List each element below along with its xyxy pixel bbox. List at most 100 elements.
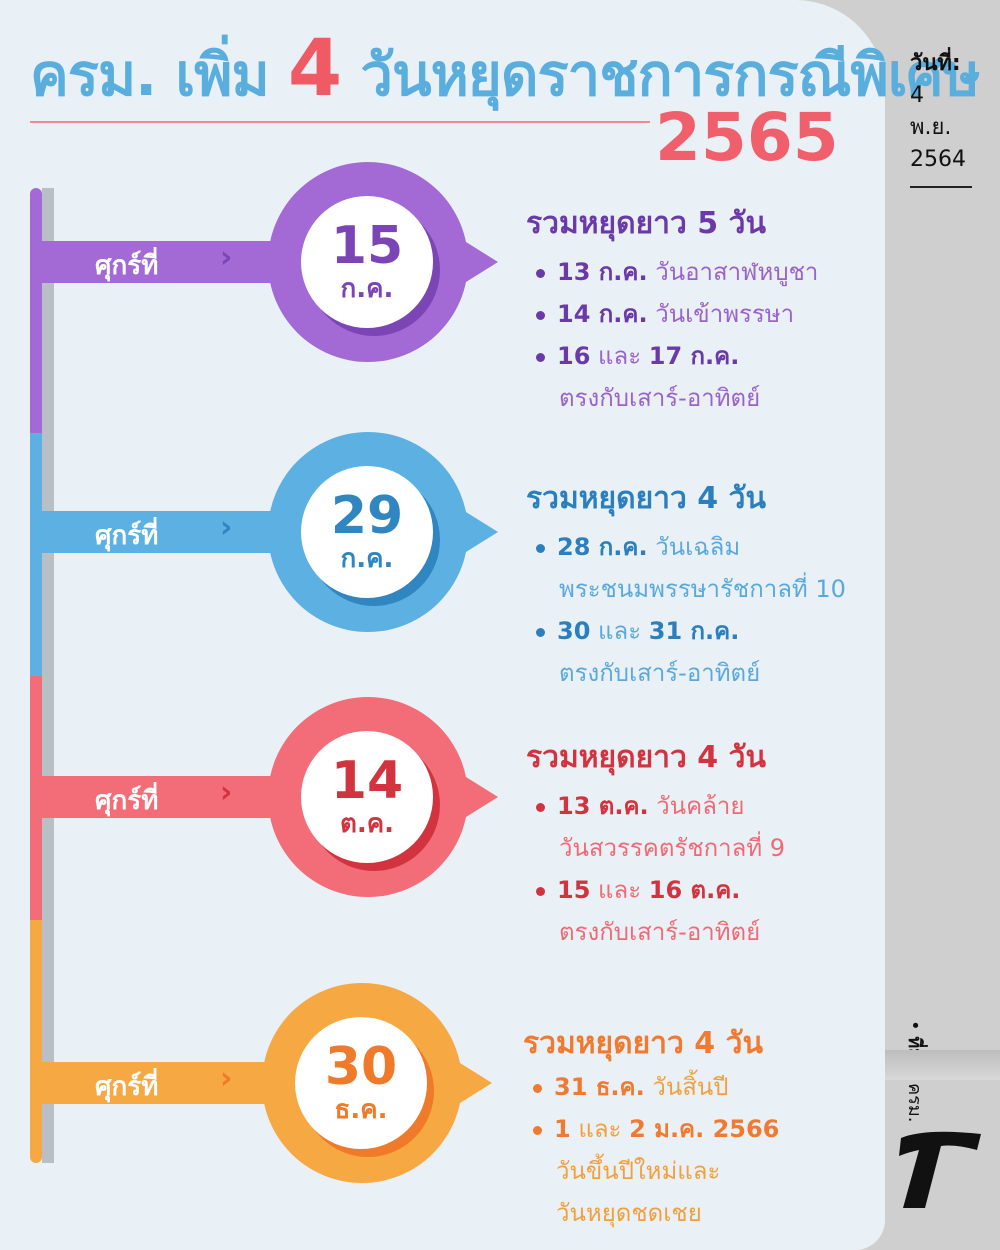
- bullet-icon: [533, 1125, 542, 1135]
- date-circle-inner: [301, 731, 433, 863]
- date-day: 4: [910, 83, 924, 108]
- friday-label: ศุกร์ที่: [95, 786, 159, 816]
- friday-month: ก.ค.: [340, 544, 394, 574]
- chevron-right-icon: ›: [220, 510, 233, 545]
- page-title: ครม. เพิ่ม 4 วันหยุดราชการกรณีพิเศษ: [30, 30, 981, 109]
- item-description: วันคล้าย: [656, 792, 745, 820]
- holiday-item: วันหยุดชดเชย: [556, 1192, 702, 1234]
- bullet-icon: [536, 802, 545, 812]
- item-description: วันอาสาฬหบูชา: [655, 258, 819, 286]
- item-date: 14 ก.ค.: [557, 300, 648, 328]
- friday-day: 30: [324, 1037, 398, 1097]
- source-value: ครม.: [904, 1083, 925, 1123]
- holiday-item: 16 และ 17 ก.ค.: [536, 335, 739, 377]
- long-weekend-summary: รวมหยุดยาว 4 วัน: [526, 740, 766, 775]
- item-description: วันหยุดชดเชย: [556, 1199, 702, 1227]
- friday-month: ต.ค.: [339, 809, 395, 839]
- holiday-item: ตรงกับเสาร์-อาทิตย์: [559, 911, 760, 953]
- thairath-logo-icon: [899, 1131, 981, 1208]
- timeline-segment: [30, 676, 42, 920]
- holiday-item: 1 และ 2 ม.ค. 2566: [533, 1108, 779, 1150]
- publish-date: วันที่: 4 พ.ย. 2564: [910, 48, 966, 176]
- date-circle-inner: [301, 196, 433, 328]
- holiday-item: 31 ธ.ค. วันสิ้นปี: [533, 1066, 729, 1108]
- item-description: วันสวรรคตรัชกาลที่ 9: [559, 834, 786, 862]
- item-description: วันสิ้นปี: [652, 1073, 729, 1101]
- chevron-right-icon: ›: [220, 1061, 233, 1096]
- holiday-item: ตรงกับเสาร์-อาทิตย์: [559, 377, 760, 419]
- long-weekend-summary: รวมหยุดยาว 4 วัน: [526, 481, 766, 516]
- item-description: ตรงกับเสาร์-อาทิตย์: [559, 918, 761, 946]
- timeline-segment: [30, 188, 42, 433]
- date-year: 2564: [910, 147, 966, 172]
- title-suffix: วันหยุดราชการกรณีพิเศษ: [360, 41, 980, 109]
- bullet-icon: [536, 352, 545, 362]
- item-date: 16 ต.ค.: [648, 876, 741, 904]
- bullet-icon: [536, 886, 545, 896]
- item-conjunction: และ: [598, 617, 642, 645]
- timeline-segment: [30, 920, 42, 1163]
- item-description: ตรงกับเสาร์-อาทิตย์: [559, 659, 761, 687]
- pointer-arrow-icon: [460, 1063, 492, 1103]
- holiday-item: วันขึ้นปีใหม่และ: [556, 1150, 720, 1192]
- holiday-item: 30 และ 31 ก.ค.: [536, 610, 739, 652]
- item-conjunction: และ: [598, 876, 642, 904]
- item-date: 2 ม.ค. 2566: [629, 1115, 780, 1143]
- chevron-right-icon: ›: [220, 775, 233, 810]
- pointer-arrow-icon: [466, 777, 498, 817]
- timeline-segment: [30, 433, 42, 676]
- item-date: 15: [557, 876, 591, 904]
- holiday-item: พระชนมพรรษารัชกาลที่ 10: [559, 568, 846, 610]
- friday-label: ศุกร์ที่: [95, 1072, 159, 1102]
- holiday-item: ตรงกับเสาร์-อาทิตย์: [559, 652, 760, 694]
- holiday-item: วันสวรรคตรัชกาลที่ 9: [559, 827, 785, 869]
- holiday-item: 13 ต.ค. วันคล้าย: [536, 785, 744, 827]
- friday-label: ศุกร์ที่: [95, 521, 159, 551]
- pointer-arrow-icon: [466, 512, 498, 552]
- long-weekend-summary: รวมหยุดยาว 5 วัน: [526, 206, 766, 241]
- item-date: 13 ต.ค.: [557, 792, 649, 820]
- friday-day: 14: [330, 751, 404, 811]
- holiday-item: 28 ก.ค. วันเฉลิม: [536, 526, 740, 568]
- item-date: 31 ก.ค.: [648, 617, 740, 645]
- item-description: ตรงกับเสาร์-อาทิตย์: [559, 384, 761, 412]
- timeline-shadow: [42, 188, 54, 1163]
- date-circle-inner: [301, 466, 433, 598]
- item-description: วันขึ้นปีใหม่และ: [556, 1157, 721, 1185]
- title-prefix: ครม. เพิ่ม: [30, 41, 270, 109]
- friday-month: ธ.ค.: [334, 1095, 388, 1125]
- bullet-icon: [536, 268, 545, 278]
- date-label: วันที่:: [910, 51, 961, 76]
- chevron-right-icon: ›: [220, 240, 233, 275]
- item-date: 16: [557, 342, 591, 370]
- bullet-icon: [536, 627, 545, 637]
- long-weekend-summary: รวมหยุดยาว 4 วัน: [523, 1026, 763, 1061]
- title-number: 4: [287, 24, 342, 114]
- date-divider: [910, 186, 972, 188]
- item-description: วันเฉลิม: [655, 533, 741, 561]
- friday-day: 29: [330, 486, 404, 546]
- friday-label: ศุกร์ที่: [95, 251, 159, 281]
- holiday-item: 14 ก.ค. วันเข้าพรรษา: [536, 293, 794, 335]
- date-circle-inner: [295, 1017, 427, 1149]
- side-shadow: [885, 1050, 1000, 1080]
- friday-month: ก.ค.: [340, 274, 394, 304]
- holiday-item: 13 ก.ค. วันอาสาฬหบูชา: [536, 251, 818, 293]
- source-bullet: •: [904, 1020, 925, 1031]
- item-description: วันเข้าพรรษา: [655, 300, 795, 328]
- pointer-arrow-icon: [466, 242, 498, 282]
- holiday-item: 15 และ 16 ต.ค.: [536, 869, 740, 911]
- item-description: พระชนมพรรษารัชกาลที่ 10: [559, 575, 846, 603]
- bullet-icon: [536, 310, 545, 320]
- title-divider: [30, 121, 650, 123]
- bullet-icon: [536, 543, 545, 553]
- item-conjunction: และ: [598, 342, 642, 370]
- item-date: 17 ก.ค.: [648, 342, 740, 370]
- title-year: 2565: [655, 99, 839, 176]
- item-date: 30: [557, 617, 591, 645]
- friday-day: 15: [330, 216, 404, 276]
- date-month: พ.ย.: [910, 115, 952, 140]
- item-conjunction: และ: [578, 1115, 622, 1143]
- item-date: 28 ก.ค.: [557, 533, 648, 561]
- item-date: 1: [554, 1115, 571, 1143]
